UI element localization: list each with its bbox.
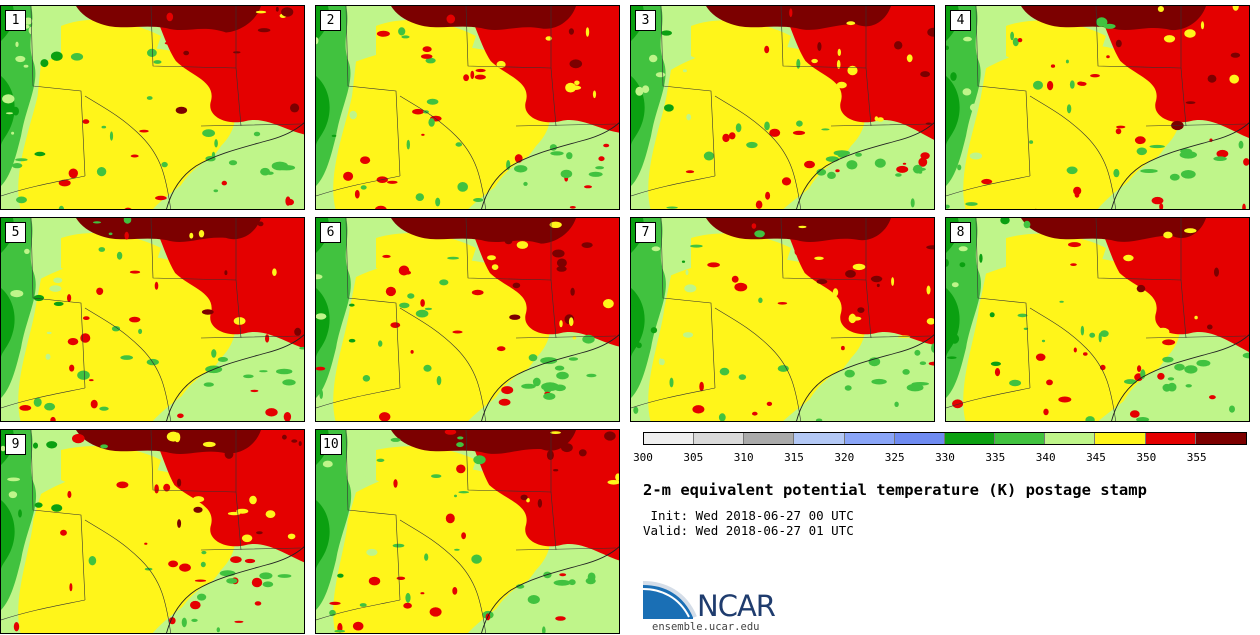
valid-time: Valid: Wed 2018-06-27 01 UTC [643,523,854,538]
colorbar-segment [694,433,745,444]
member-panel: 2 [315,5,620,210]
colorbar-tick-label: 355 [1186,451,1207,464]
colorbar-segment [995,433,1046,444]
member-number: 6 [320,222,341,243]
member-number: 3 [635,10,656,31]
member-panel: 5 [0,217,305,422]
map-field [316,218,619,421]
member-panel: 8 [945,217,1250,422]
map-field [316,430,619,633]
colorbar-tick-label: 310 [733,451,754,464]
colorbar-segment [1045,433,1096,444]
colorbar-tick-label: 305 [683,451,704,464]
colorbar-segment [794,433,845,444]
colorbar-tick-label: 300 [633,451,653,464]
colorbar-tick-label: 335 [985,451,1006,464]
member-number: 4 [950,10,971,31]
member-panel: 4 [945,5,1250,210]
map-field [1,218,304,421]
ncar-logo-text: NCAR [697,589,776,623]
colorbar [643,432,1247,445]
member-number: 5 [5,222,26,243]
map-field [1,6,304,209]
map-field [631,6,934,209]
map-field [316,6,619,209]
member-panel: 1 [0,5,305,210]
colorbar-tick-label: 325 [884,451,905,464]
map-field [1,430,304,633]
map-field [946,218,1249,421]
colorbar-tick-label: 315 [784,451,804,464]
colorbar-segment [1145,433,1196,444]
member-number: 10 [320,434,342,455]
member-panel: 3 [630,5,935,210]
map-field [631,218,934,421]
member-number: 1 [5,10,26,31]
member-number: 8 [950,222,971,243]
colorbar-segment [1195,433,1246,444]
figure-title: 2-m equivalent potential temperature (K)… [643,481,1147,499]
map-field [946,6,1249,209]
member-number: 9 [5,434,26,455]
colorbar-tick-label: 345 [1086,451,1106,464]
colorbar-tick-label: 350 [1136,451,1157,464]
source-url: ensemble.ucar.edu [652,621,760,633]
colorbar-tick-label: 320 [834,451,855,464]
member-number: 7 [635,222,656,243]
ncar-logo-icon [643,581,697,619]
colorbar-tick-label: 330 [935,451,955,464]
colorbar-segment [1095,433,1146,444]
colorbar-segment [844,433,895,444]
colorbar-segment [894,433,945,444]
member-panel: 9 [0,429,305,634]
member-panel: 7 [630,217,935,422]
colorbar-segment [744,433,795,444]
colorbar-segment [644,433,695,444]
member-panel: 6 [315,217,620,422]
member-panel: 10 [315,429,620,634]
colorbar-segment [944,433,996,444]
member-number: 2 [320,10,341,31]
init-time: Init: Wed 2018-06-27 00 UTC [643,508,854,523]
colorbar-tick-label: 340 [1035,451,1056,464]
